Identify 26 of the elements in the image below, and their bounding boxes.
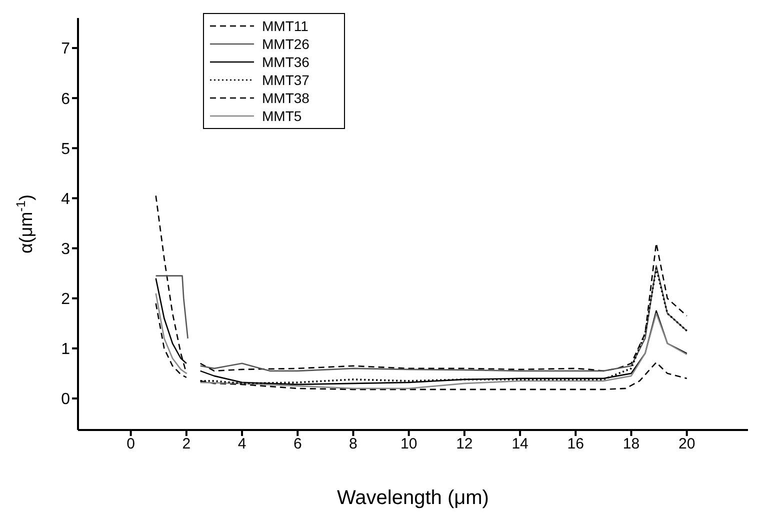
legend-label: MMT36 xyxy=(262,54,310,70)
x-axis-title: Wavelength (μm) xyxy=(337,487,489,510)
y-tick-label: 3 xyxy=(61,240,70,258)
x-tick-label: 20 xyxy=(678,436,696,453)
x-tick-label: 14 xyxy=(512,436,528,453)
x-tick-label: 16 xyxy=(567,436,584,453)
y-tick-label: 6 xyxy=(61,90,70,108)
y-tick-label: 7 xyxy=(61,40,70,58)
x-tick-label: 12 xyxy=(456,436,473,453)
legend-label: MMT37 xyxy=(262,72,310,88)
x-tick-label: 2 xyxy=(182,436,191,453)
y-tick-label: 0 xyxy=(61,391,70,408)
x-tick-label: 18 xyxy=(622,436,640,453)
x-tick-label: 6 xyxy=(293,436,302,453)
legend-label: MMT5 xyxy=(262,108,302,124)
x-tick-label: 10 xyxy=(400,436,418,453)
x-tick-label: 4 xyxy=(238,436,246,453)
legend-label: MMT26 xyxy=(262,36,310,52)
legend-label: MMT11 xyxy=(262,18,308,34)
x-tick-label: 0 xyxy=(126,436,135,453)
y-tick-label: 4 xyxy=(61,190,70,208)
y-tick-label: 5 xyxy=(61,140,70,158)
x-tick-label: 8 xyxy=(349,436,358,453)
legend-label: MMT38 xyxy=(262,90,310,106)
y-tick-label: 2 xyxy=(61,291,70,308)
y-tick-label: 1 xyxy=(61,341,70,358)
